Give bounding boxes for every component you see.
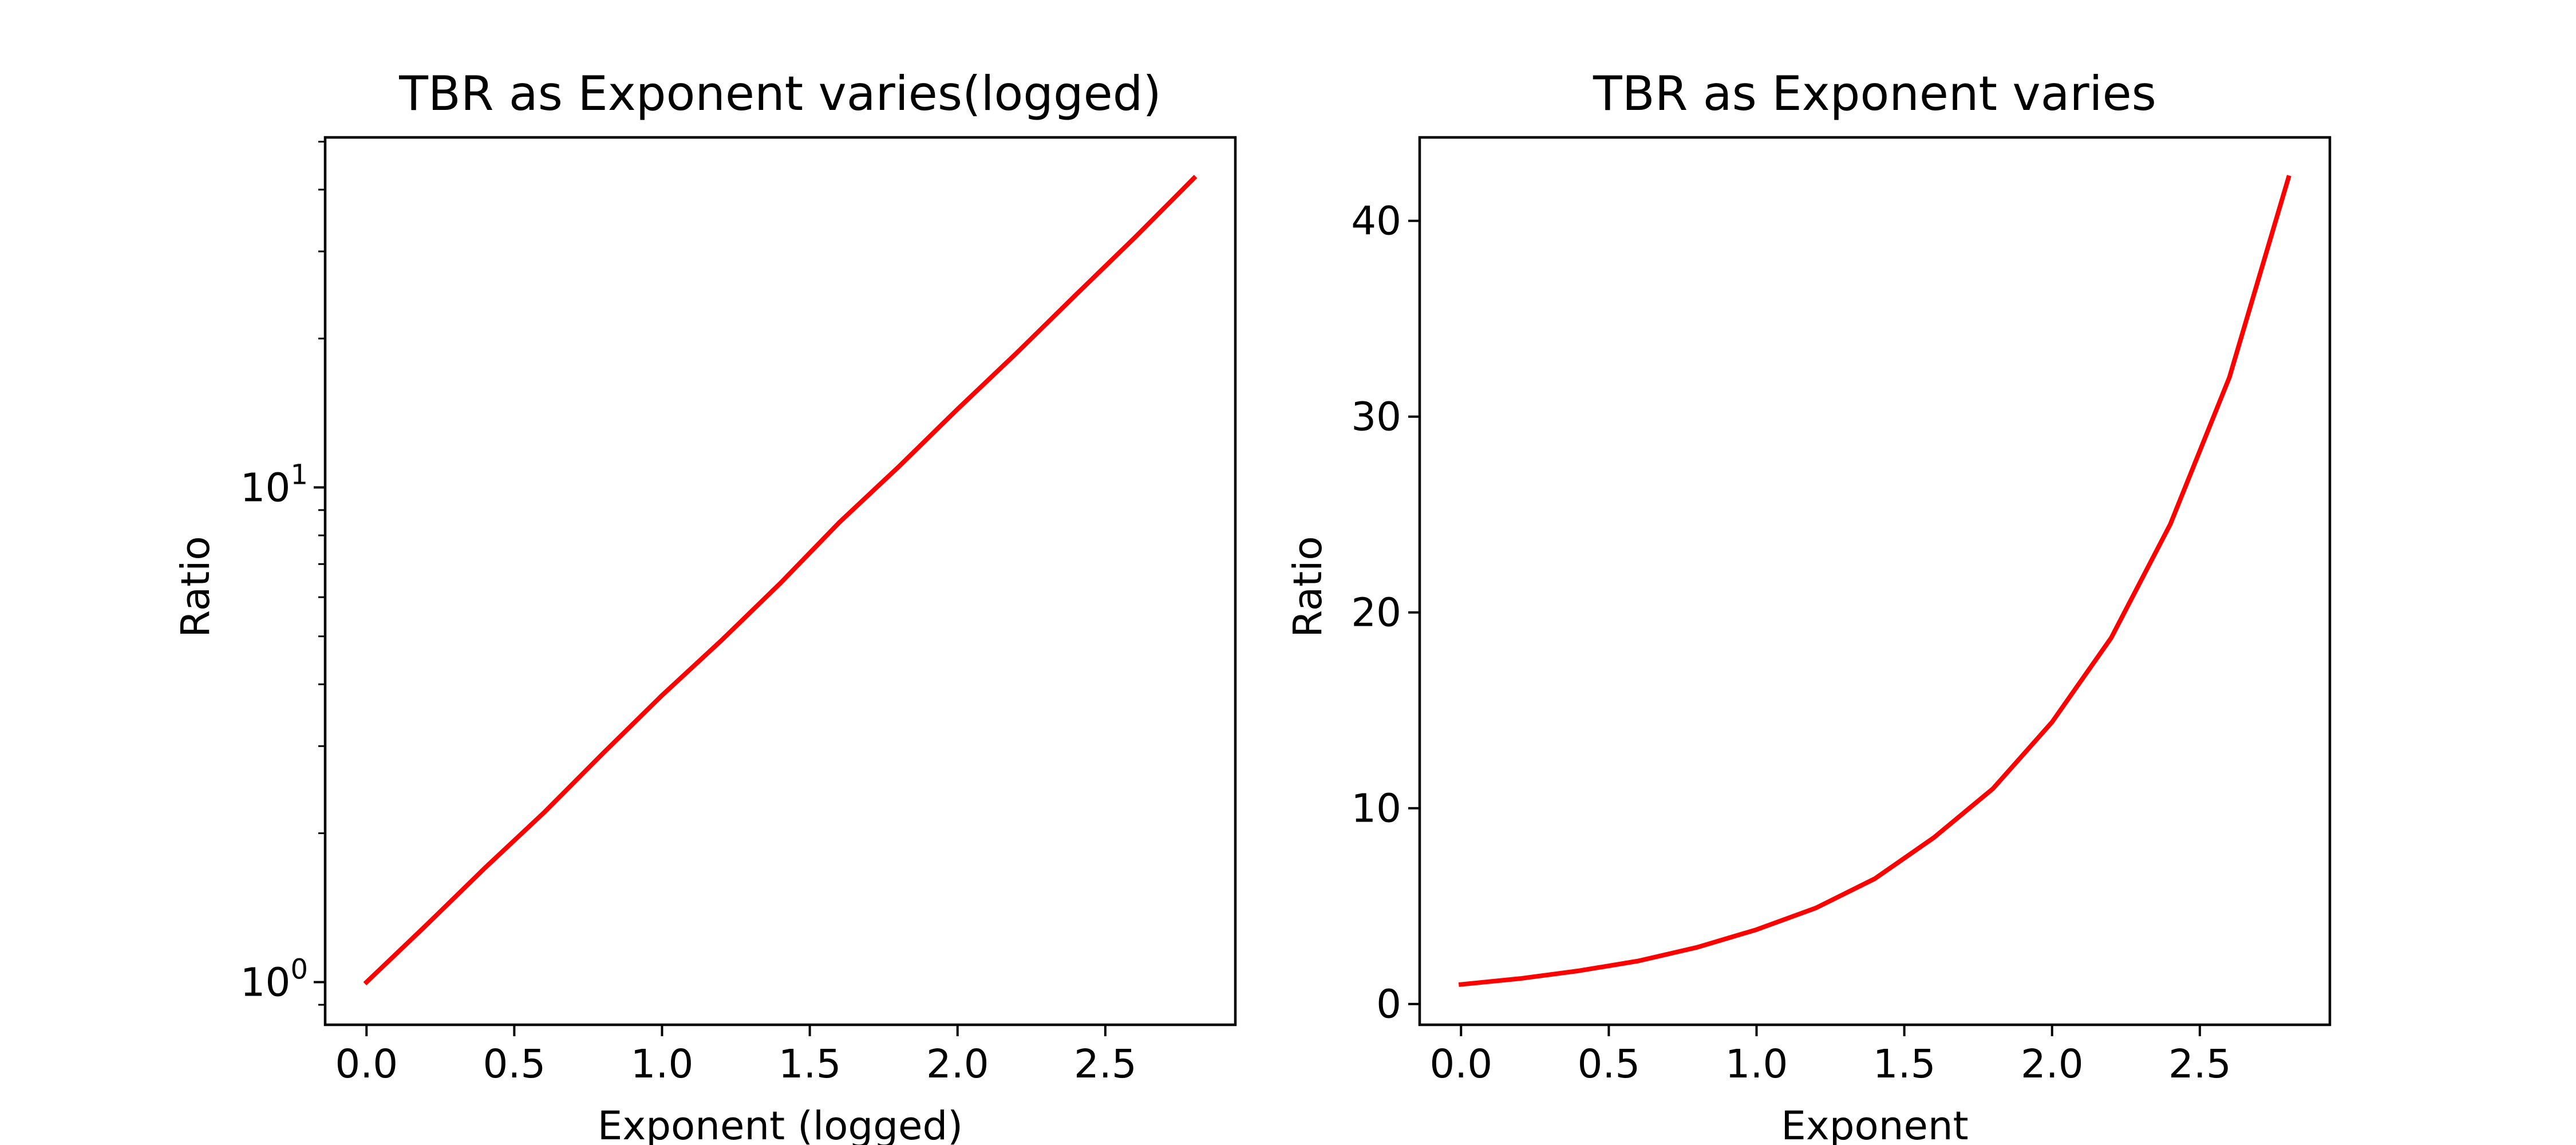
x-tick-label: 0.5 — [483, 1041, 546, 1087]
x-tick-label: 2.5 — [1074, 1041, 1137, 1087]
linear-chart: TBR as Exponent varies Exponent Ratio 0.… — [1285, 66, 2332, 1145]
x-axis-label: Exponent — [1781, 1103, 1968, 1145]
x-tick-label: 0.0 — [1429, 1041, 1492, 1087]
x-tick-label: 1.0 — [631, 1041, 694, 1087]
y-tick-label: 40 — [1351, 199, 1401, 244]
y-tick-label: 10 — [1351, 786, 1401, 832]
x-tick-label: 2.5 — [2168, 1041, 2231, 1087]
log-chart: TBR as Exponent varies(logged) Exponent … — [173, 66, 1237, 1145]
plot-area: 0.0 0.5 1.0 1.5 2.0 2.5 0 10 20 30 40 — [1351, 136, 2332, 1087]
y-tick-label: 0 — [1376, 982, 1401, 1028]
series-line-0 — [1458, 175, 2291, 987]
y-tick-label: 20 — [1351, 590, 1401, 636]
y-tick-label: 101 — [240, 459, 308, 511]
axes-frame — [1418, 136, 2332, 1026]
y-axis-label: Ratio — [173, 536, 219, 637]
plot-area: 0.0 0.5 1.0 1.5 2.0 2.5 100 101 — [240, 136, 1237, 1087]
x-tick-label: 2.0 — [2021, 1041, 2084, 1087]
x-tick-label: 2.0 — [926, 1041, 989, 1087]
series-line-0 — [363, 175, 1198, 986]
chart-title: TBR as Exponent varies(logged) — [398, 66, 1161, 121]
chart-title: TBR as Exponent varies — [1593, 66, 2156, 121]
x-tick-label: 1.0 — [1725, 1041, 1788, 1087]
x-tick-label: 1.5 — [779, 1041, 841, 1087]
y-tick-label: 100 — [240, 954, 308, 1006]
x-axis-label: Exponent (logged) — [598, 1103, 963, 1145]
x-tick-label: 0.5 — [1578, 1041, 1641, 1087]
y-axis-label: Ratio — [1285, 536, 1331, 637]
x-tick-label: 1.5 — [1873, 1041, 1936, 1087]
x-tick-label: 0.0 — [335, 1041, 398, 1087]
axes-frame — [323, 136, 1237, 1026]
y-tick-label: 30 — [1351, 394, 1401, 440]
